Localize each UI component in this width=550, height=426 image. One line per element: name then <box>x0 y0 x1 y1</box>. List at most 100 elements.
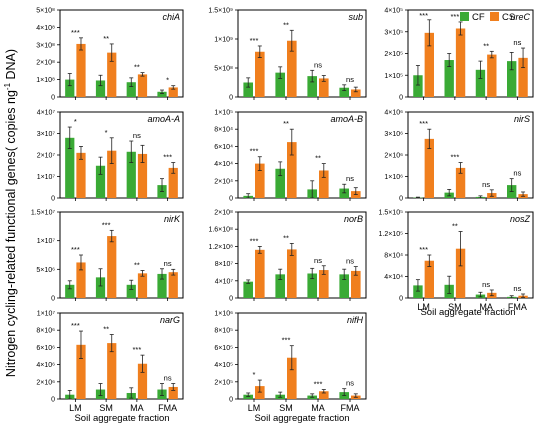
significance-label: ns <box>513 169 521 178</box>
bar-cf <box>275 168 285 198</box>
y-tick-label: 2×10⁴ <box>214 178 233 185</box>
panel-nosZ: nosZ 0 4×10⁴ 8×10⁴ 1.2×10⁵ 1.5×10⁵ *** LM ** SM ns… <box>378 210 534 312</box>
bar-cs <box>137 273 148 298</box>
y-tick-label: 8×10⁶ <box>36 328 55 335</box>
y-tick-label: 0 <box>399 296 403 303</box>
y-tick-label: 0 <box>51 196 55 203</box>
bar-cf <box>243 281 253 298</box>
significance-label: ns <box>482 280 490 289</box>
panel-title: nifH <box>347 315 364 325</box>
y-tick-label: 5×10⁸ <box>214 66 233 73</box>
bar-cs <box>255 386 265 399</box>
y-tick-label: 1.2×10⁵ <box>378 231 403 238</box>
significance-label: ** <box>315 154 321 163</box>
bar-cs <box>319 78 329 97</box>
significance-label: ns <box>513 38 521 47</box>
panel-frame <box>237 9 367 98</box>
panels: chiA01×10⁸2×10⁸3×10⁸4×10⁸5×10⁸********su… <box>31 8 534 413</box>
significance-label: *** <box>132 345 141 354</box>
panel-title: sub <box>348 12 363 22</box>
y-tick-label: 1.5×10⁹ <box>208 8 233 15</box>
panel-title: norB <box>344 214 363 224</box>
bar-cs <box>455 28 466 97</box>
bar-cs <box>351 89 361 97</box>
panel-title: amoA-A <box>147 114 180 124</box>
y-tick-label: 2×10⁵ <box>214 379 233 386</box>
panel-title: chiA <box>162 12 180 22</box>
panel-title: nosZ <box>510 214 531 224</box>
x-tick-label: FMA <box>508 302 527 312</box>
y-tick-label: 1.6×10⁸ <box>208 227 233 234</box>
significance-label: *** <box>419 245 428 254</box>
y-tick-label: 1×10⁶ <box>214 311 233 318</box>
significance-label: ns <box>164 259 172 268</box>
bar-cf <box>339 87 349 97</box>
y-tick-label: 1.2×10⁸ <box>208 244 233 251</box>
panel-frame <box>59 312 184 400</box>
bar-cs <box>287 357 297 399</box>
bar-cs <box>455 167 466 198</box>
panel-frame <box>237 312 367 400</box>
x-tick-label: FMA <box>341 403 360 413</box>
y-tick-label: 1×10⁷ <box>37 174 56 181</box>
y-tick-label: 2×10⁶ <box>36 379 55 386</box>
y-tick-label: 0 <box>51 296 55 303</box>
y-tick-label: 0 <box>51 95 55 102</box>
y-tick-label: 4×10⁶ <box>384 110 403 117</box>
y-tick-label: 1×10⁸ <box>36 77 55 84</box>
x-tick-label: SM <box>99 403 113 413</box>
significance-label: *** <box>450 12 459 21</box>
legend-swatch-cf <box>460 12 469 21</box>
y-tick-label: 0 <box>229 196 233 203</box>
significance-label: *** <box>419 119 428 128</box>
y-tick-label: 0 <box>399 196 403 203</box>
significance-label: *** <box>102 220 111 229</box>
bar-cf <box>475 69 486 97</box>
bar-cs <box>255 51 265 97</box>
ylabel-sup: -1 <box>3 82 12 90</box>
bar-cs <box>76 262 86 298</box>
bar-cf <box>275 274 285 298</box>
panel-nirS: nirS 0 1×10⁶ 2×10⁶ 3×10⁶ 4×10⁶ *** *** ns ns <box>384 110 534 203</box>
xlabel-col2: Soil aggregate fraction <box>254 413 349 424</box>
significance-label: *** <box>250 36 259 45</box>
y-tick-label: 4×10⁴ <box>384 274 403 281</box>
significance-label: ns <box>513 284 521 293</box>
ylabel-unit: ( copies ng <box>4 90 18 151</box>
y-tick-label: 4×10⁷ <box>215 278 234 285</box>
bar-cf <box>65 284 75 298</box>
significance-label: *** <box>71 245 80 254</box>
bar-cf <box>95 80 106 97</box>
significance-label: ns <box>314 60 322 69</box>
bar-cf <box>307 76 317 97</box>
panel-title: amoA-B <box>330 114 363 124</box>
y-tick-label: 0 <box>229 397 233 404</box>
significance-label: *** <box>419 11 428 20</box>
bar-cs <box>319 270 329 298</box>
y-tick-label: 1×10⁹ <box>214 37 233 44</box>
x-tick-label: FMA <box>158 403 177 413</box>
x-tick-label: LM <box>248 403 261 413</box>
bar-cf <box>307 273 317 298</box>
bar-cs <box>351 270 361 298</box>
significance-label: ns <box>482 180 490 189</box>
bar-cs <box>518 57 528 97</box>
significance-label: ns <box>346 379 354 388</box>
legend: CF CS <box>460 12 515 23</box>
bar-cf <box>413 285 423 298</box>
bar-cf <box>339 274 349 298</box>
bar-cs <box>319 391 329 399</box>
y-tick-label: 8×10⁷ <box>215 261 234 268</box>
significance-label: * <box>253 370 256 379</box>
y-tick-label: 2×10⁷ <box>37 153 56 160</box>
panel-frame <box>237 111 367 199</box>
significance-label: *** <box>314 380 323 389</box>
y-tick-label: 3×10⁶ <box>384 131 403 138</box>
bar-cf <box>126 82 136 97</box>
significance-label: *** <box>163 153 172 162</box>
y-tick-label: 1×10⁷ <box>37 311 56 318</box>
